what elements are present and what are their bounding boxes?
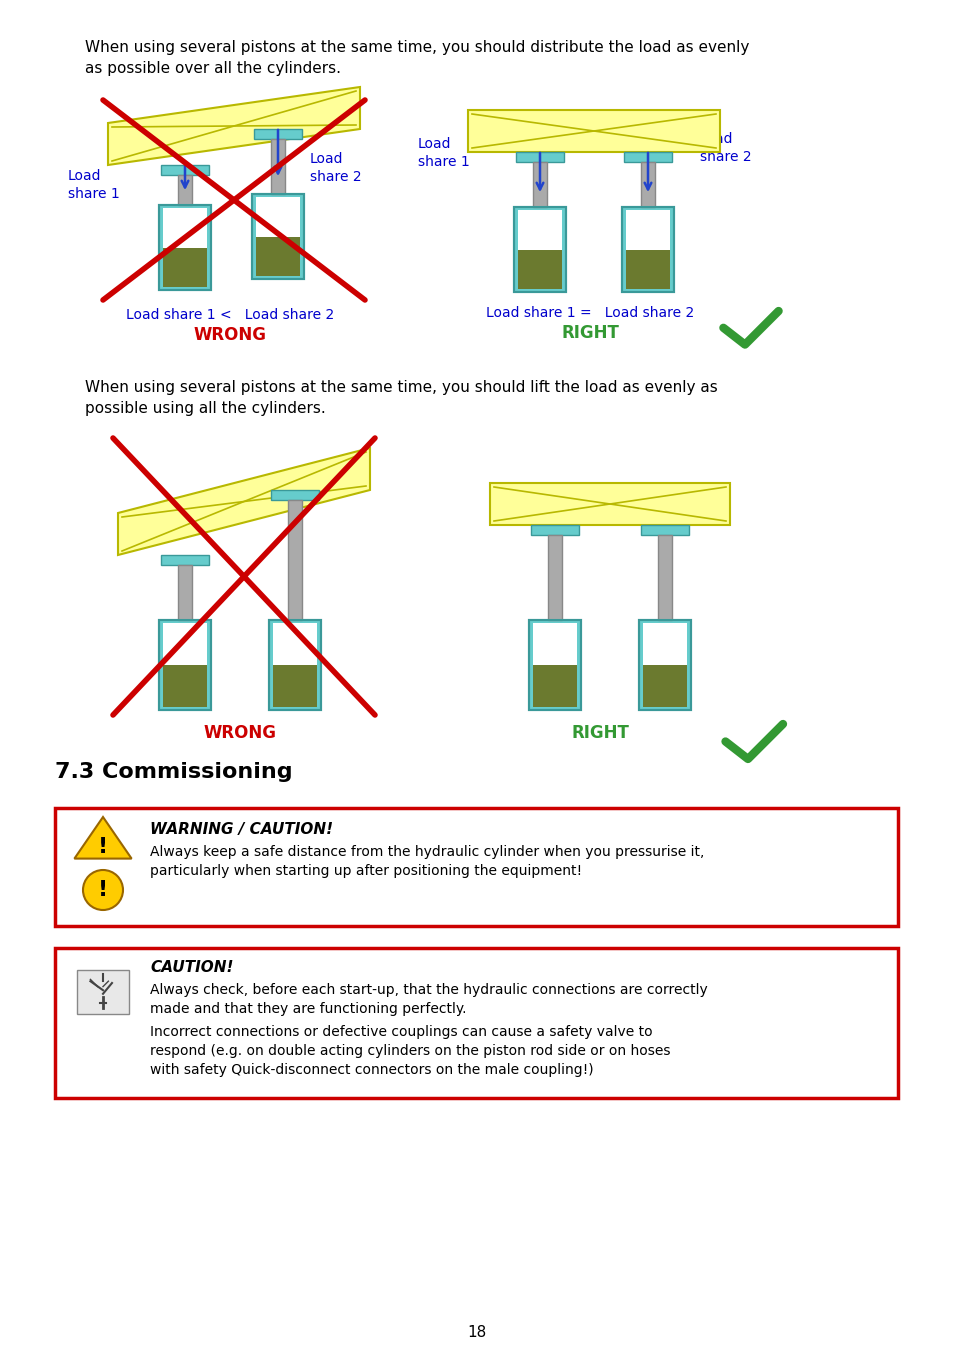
FancyBboxPatch shape bbox=[159, 620, 211, 709]
Text: !: ! bbox=[98, 880, 108, 900]
Text: WRONG: WRONG bbox=[193, 326, 266, 344]
Text: RIGHT: RIGHT bbox=[560, 324, 618, 343]
FancyBboxPatch shape bbox=[161, 555, 209, 565]
FancyBboxPatch shape bbox=[533, 623, 577, 707]
FancyBboxPatch shape bbox=[517, 249, 561, 288]
Bar bbox=[252, 194, 304, 279]
FancyBboxPatch shape bbox=[255, 237, 299, 276]
FancyBboxPatch shape bbox=[516, 152, 563, 162]
Bar bbox=[621, 207, 673, 292]
Polygon shape bbox=[74, 816, 132, 858]
Text: Always keep a safe distance from the hydraulic cylinder when you pressurise it,: Always keep a safe distance from the hyd… bbox=[150, 845, 703, 858]
FancyBboxPatch shape bbox=[640, 162, 655, 207]
FancyBboxPatch shape bbox=[271, 490, 318, 500]
Text: When using several pistons at the same time, you should distribute the load as e: When using several pistons at the same t… bbox=[85, 41, 749, 76]
Text: !: ! bbox=[98, 837, 108, 857]
FancyBboxPatch shape bbox=[77, 969, 129, 1014]
Bar bbox=[159, 620, 211, 709]
Polygon shape bbox=[490, 483, 729, 525]
FancyBboxPatch shape bbox=[178, 565, 192, 620]
FancyBboxPatch shape bbox=[163, 623, 207, 707]
FancyBboxPatch shape bbox=[658, 535, 671, 620]
FancyBboxPatch shape bbox=[547, 535, 561, 620]
FancyBboxPatch shape bbox=[161, 165, 209, 175]
FancyBboxPatch shape bbox=[273, 665, 316, 707]
Text: particularly when starting up after positioning the equipment!: particularly when starting up after posi… bbox=[150, 864, 581, 877]
FancyBboxPatch shape bbox=[642, 665, 686, 707]
FancyBboxPatch shape bbox=[252, 194, 304, 279]
FancyBboxPatch shape bbox=[623, 152, 671, 162]
FancyBboxPatch shape bbox=[255, 196, 299, 276]
FancyBboxPatch shape bbox=[178, 175, 192, 204]
Bar bbox=[269, 620, 320, 709]
FancyBboxPatch shape bbox=[533, 162, 546, 207]
Text: WRONG: WRONG bbox=[203, 724, 276, 742]
FancyBboxPatch shape bbox=[159, 204, 211, 290]
FancyBboxPatch shape bbox=[163, 209, 207, 287]
Text: Load
share 2: Load share 2 bbox=[700, 133, 751, 164]
Polygon shape bbox=[468, 110, 720, 152]
Text: Incorrect connections or defective couplings can cause a safety valve to: Incorrect connections or defective coupl… bbox=[150, 1025, 652, 1039]
FancyBboxPatch shape bbox=[640, 525, 688, 535]
Polygon shape bbox=[118, 448, 370, 555]
Text: When using several pistons at the same time, you should lift the load as evenly : When using several pistons at the same t… bbox=[85, 380, 717, 416]
Text: Always check, before each start-up, that the hydraulic connections are correctly: Always check, before each start-up, that… bbox=[150, 983, 707, 997]
FancyBboxPatch shape bbox=[271, 139, 285, 194]
FancyBboxPatch shape bbox=[625, 249, 669, 288]
Text: Load
share 1: Load share 1 bbox=[68, 169, 120, 200]
Bar bbox=[159, 204, 211, 290]
FancyBboxPatch shape bbox=[288, 500, 302, 620]
Bar bbox=[639, 620, 690, 709]
FancyBboxPatch shape bbox=[529, 620, 580, 709]
Text: with safety Quick-disconnect connectors on the male coupling!): with safety Quick-disconnect connectors … bbox=[150, 1063, 593, 1076]
FancyBboxPatch shape bbox=[163, 665, 207, 707]
FancyBboxPatch shape bbox=[55, 948, 897, 1098]
FancyBboxPatch shape bbox=[273, 623, 316, 707]
Text: CAUTION!: CAUTION! bbox=[150, 960, 233, 975]
FancyBboxPatch shape bbox=[517, 210, 561, 288]
Text: Load
share 2: Load share 2 bbox=[310, 153, 361, 184]
FancyBboxPatch shape bbox=[55, 808, 897, 926]
FancyBboxPatch shape bbox=[625, 210, 669, 288]
FancyBboxPatch shape bbox=[533, 665, 577, 707]
Text: 18: 18 bbox=[467, 1326, 486, 1340]
Polygon shape bbox=[108, 87, 359, 165]
FancyBboxPatch shape bbox=[269, 620, 320, 709]
Text: Load share 1 =   Load share 2: Load share 1 = Load share 2 bbox=[485, 306, 694, 320]
FancyBboxPatch shape bbox=[642, 623, 686, 707]
Text: Load
share 1: Load share 1 bbox=[417, 137, 469, 169]
Bar bbox=[514, 207, 565, 292]
FancyBboxPatch shape bbox=[163, 248, 207, 287]
FancyBboxPatch shape bbox=[639, 620, 690, 709]
Text: WARNING / CAUTION!: WARNING / CAUTION! bbox=[150, 822, 333, 837]
FancyBboxPatch shape bbox=[531, 525, 578, 535]
Text: respond (e.g. on double acting cylinders on the piston rod side or on hoses: respond (e.g. on double acting cylinders… bbox=[150, 1044, 670, 1057]
Bar bbox=[529, 620, 580, 709]
Text: Load share 1 <   Load share 2: Load share 1 < Load share 2 bbox=[126, 307, 334, 322]
FancyBboxPatch shape bbox=[253, 129, 302, 139]
Text: made and that they are functioning perfectly.: made and that they are functioning perfe… bbox=[150, 1002, 466, 1016]
FancyBboxPatch shape bbox=[514, 207, 565, 292]
Text: 7.3 Commissioning: 7.3 Commissioning bbox=[55, 762, 293, 783]
Text: RIGHT: RIGHT bbox=[571, 724, 628, 742]
Circle shape bbox=[83, 871, 123, 910]
FancyBboxPatch shape bbox=[621, 207, 673, 292]
